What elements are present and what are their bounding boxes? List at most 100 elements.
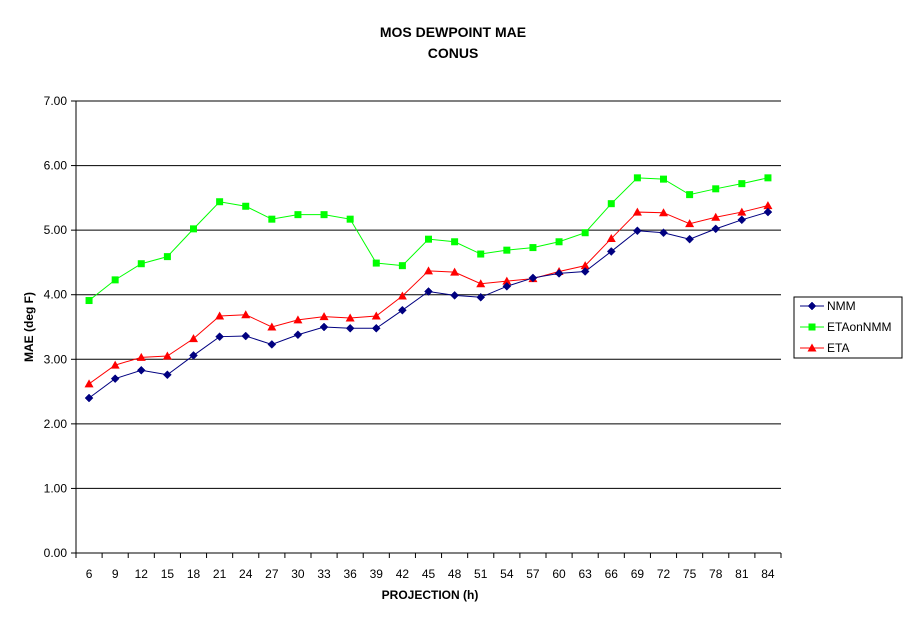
series-layer bbox=[84, 174, 773, 403]
data-point bbox=[737, 207, 747, 216]
data-point bbox=[215, 332, 224, 342]
data-point bbox=[764, 174, 772, 182]
x-tick-label: 12 bbox=[135, 567, 149, 581]
data-point bbox=[190, 225, 197, 233]
data-point bbox=[241, 331, 251, 341]
axes bbox=[71, 100, 782, 558]
data-point bbox=[136, 352, 146, 361]
data-point bbox=[111, 276, 119, 284]
legend-item-nmm: NMM bbox=[800, 299, 856, 313]
data-point bbox=[242, 202, 250, 210]
data-point bbox=[502, 276, 512, 285]
x-tick-label: 42 bbox=[396, 567, 410, 581]
data-point bbox=[633, 174, 641, 182]
data-point bbox=[450, 267, 460, 276]
x-tick-label: 51 bbox=[474, 567, 488, 581]
data-point bbox=[529, 244, 537, 252]
legend-item-etaonnmm: ETAonNMM bbox=[800, 320, 891, 334]
data-point bbox=[85, 297, 93, 305]
data-point bbox=[451, 238, 459, 246]
data-point bbox=[528, 273, 538, 283]
data-point bbox=[267, 340, 277, 349]
x-tick-label: 15 bbox=[161, 567, 175, 581]
x-tick-label: 45 bbox=[422, 567, 436, 581]
legend-label: ETAonNMM bbox=[827, 320, 891, 334]
data-point bbox=[346, 215, 354, 223]
legend-marker bbox=[807, 301, 817, 311]
data-point bbox=[293, 315, 303, 324]
data-point bbox=[712, 185, 720, 193]
data-point bbox=[372, 259, 380, 267]
data-point bbox=[162, 351, 172, 360]
x-tick-label: 78 bbox=[709, 567, 723, 581]
x-tick-labels: 6 9 12 15 18 21 24 27 30 33 36 39 42 45 48 51 54 57 60 63 66… bbox=[86, 567, 775, 581]
x-tick-label: 54 bbox=[500, 567, 514, 581]
data-point bbox=[763, 201, 773, 210]
series-nmm bbox=[84, 207, 773, 403]
chart-subtitle: CONUS bbox=[428, 45, 479, 61]
data-point bbox=[371, 311, 381, 320]
data-point bbox=[477, 250, 485, 258]
data-point bbox=[503, 246, 511, 254]
data-point bbox=[189, 334, 198, 343]
data-point bbox=[293, 330, 303, 340]
data-point bbox=[110, 360, 120, 369]
data-point bbox=[345, 323, 355, 333]
x-axis-label: PROJECTION (h) bbox=[382, 588, 479, 602]
data-point bbox=[294, 211, 302, 219]
x-tick-label: 66 bbox=[605, 567, 619, 581]
data-point bbox=[425, 235, 432, 243]
chart-title: MOS DEWPOINT MAE bbox=[380, 24, 526, 40]
data-point bbox=[580, 267, 590, 276]
x-tick-label: 63 bbox=[578, 567, 592, 581]
data-point bbox=[320, 211, 328, 219]
data-point bbox=[163, 253, 171, 261]
x-tick-label: 81 bbox=[735, 567, 749, 581]
x-tick-label: 39 bbox=[370, 567, 384, 581]
y-tick-label: 1.00 bbox=[44, 481, 68, 495]
data-point bbox=[633, 226, 642, 236]
data-point bbox=[711, 224, 721, 234]
data-point bbox=[84, 379, 94, 388]
x-tick-label: 48 bbox=[448, 567, 462, 581]
data-point bbox=[659, 208, 668, 217]
data-point bbox=[424, 266, 433, 275]
y-tick-label: 5.00 bbox=[44, 223, 68, 237]
series-eta bbox=[84, 201, 773, 388]
x-tick-label: 57 bbox=[526, 567, 540, 581]
data-point bbox=[398, 305, 407, 315]
data-point bbox=[632, 207, 642, 216]
data-point bbox=[450, 291, 459, 300]
x-tick-label: 6 bbox=[86, 567, 93, 581]
x-tick-label: 33 bbox=[317, 567, 331, 581]
y-tick-label: 0.00 bbox=[44, 546, 68, 560]
data-point bbox=[268, 215, 276, 223]
legend-label: NMM bbox=[827, 299, 856, 313]
data-point bbox=[163, 370, 172, 380]
data-point bbox=[606, 247, 616, 256]
data-point bbox=[137, 260, 145, 268]
data-point bbox=[580, 261, 590, 270]
y-tick-labels: 0.00 1.00 2.00 3.00 4.00 5.00 6.00 7.00 bbox=[44, 94, 68, 560]
data-point bbox=[319, 322, 329, 332]
x-tick-label: 30 bbox=[291, 567, 305, 581]
legend-marker bbox=[807, 343, 817, 352]
series-etaonnmm bbox=[85, 174, 772, 305]
legend-label: ETA bbox=[827, 341, 849, 355]
data-point bbox=[737, 215, 747, 225]
x-tick-label: 18 bbox=[187, 567, 201, 581]
x-tick-label: 27 bbox=[265, 567, 279, 581]
data-point bbox=[738, 180, 746, 188]
data-point bbox=[319, 312, 329, 321]
data-point bbox=[216, 198, 224, 206]
data-point bbox=[189, 351, 198, 360]
y-tick-label: 6.00 bbox=[44, 159, 68, 173]
data-point bbox=[110, 374, 120, 384]
x-tick-label: 72 bbox=[657, 567, 671, 581]
x-tick-label: 84 bbox=[761, 567, 775, 581]
data-point bbox=[476, 279, 486, 288]
y-tick-label: 7.00 bbox=[44, 94, 68, 108]
x-tick-label: 36 bbox=[343, 567, 357, 581]
data-point bbox=[660, 175, 667, 183]
